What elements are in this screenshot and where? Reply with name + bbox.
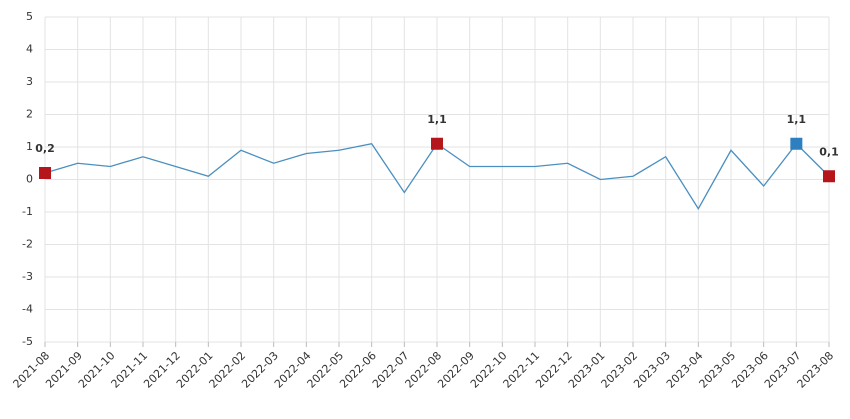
y-tick-label: -4 bbox=[22, 303, 33, 316]
y-tick-label: -1 bbox=[22, 205, 33, 218]
y-tick-label: -3 bbox=[22, 270, 33, 283]
y-tick-label: 5 bbox=[26, 10, 33, 23]
x-tick-label: 2023-08 bbox=[795, 349, 837, 391]
y-tick-label: -5 bbox=[22, 335, 33, 348]
y-tick-label: 1 bbox=[26, 140, 33, 153]
point-marker bbox=[39, 167, 51, 179]
y-tick-label: 3 bbox=[26, 75, 33, 88]
point-marker bbox=[431, 137, 443, 150]
data-label: 0,1 bbox=[819, 145, 839, 158]
point-marker bbox=[790, 137, 803, 150]
y-tick-label: -2 bbox=[22, 238, 33, 251]
point-marker bbox=[823, 170, 835, 183]
y-tick-label: 0 bbox=[26, 173, 33, 186]
data-label: 0,2 bbox=[35, 142, 55, 155]
data-label: 1,1 bbox=[427, 113, 447, 126]
data-label: 1,1 bbox=[787, 113, 807, 126]
y-tick-label: 4 bbox=[26, 43, 33, 56]
y-tick-label: 2 bbox=[26, 108, 33, 121]
